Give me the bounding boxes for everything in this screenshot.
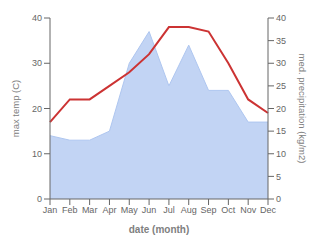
svg-text:Nov: Nov [240,205,257,215]
svg-text:35: 35 [276,36,286,46]
svg-text:5: 5 [276,172,281,182]
svg-text:30: 30 [32,58,42,68]
svg-text:40: 40 [32,13,42,23]
svg-text:Jun: Jun [142,205,157,215]
svg-text:Feb: Feb [62,205,78,215]
svg-text:Jan: Jan [43,205,58,215]
svg-text:Sep: Sep [201,205,217,215]
svg-text:Oct: Oct [221,205,236,215]
svg-text:30: 30 [276,58,286,68]
svg-text:25: 25 [276,81,286,91]
svg-text:max temp (C): max temp (C) [10,80,21,138]
svg-text:15: 15 [276,126,286,136]
svg-text:Jul: Jul [163,205,175,215]
svg-text:Mar: Mar [82,205,98,215]
svg-text:med. precipitation (kg/m2): med. precipitation (kg/m2) [297,54,308,164]
svg-text:Dec: Dec [260,205,277,215]
svg-text:40: 40 [276,13,286,23]
svg-text:10: 10 [276,149,286,159]
svg-text:0: 0 [276,194,281,204]
svg-text:May: May [121,205,139,215]
svg-text:20: 20 [276,104,286,114]
svg-text:Aug: Aug [181,205,197,215]
svg-text:10: 10 [32,149,42,159]
svg-text:20: 20 [32,104,42,114]
svg-text:0: 0 [37,194,42,204]
svg-text:date (month): date (month) [129,224,190,235]
svg-text:Apr: Apr [102,205,116,215]
